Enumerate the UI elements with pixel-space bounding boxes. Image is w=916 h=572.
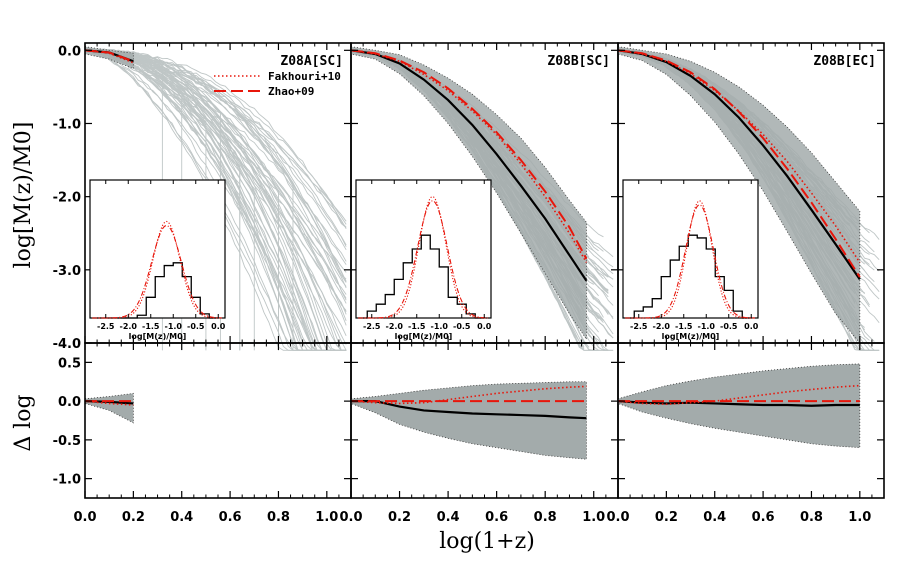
- zhao-line: [618, 49, 861, 278]
- inset-tick-label: -2.0: [653, 322, 671, 331]
- inset-tick-label: -0.5: [453, 322, 471, 331]
- inset-tick-label: -1.5: [408, 322, 426, 331]
- halo-track-line: [85, 49, 347, 230]
- residual-mean-track-line: [351, 400, 587, 420]
- panel-plot-area: [85, 46, 347, 424]
- inset-tick-label: -2.5: [630, 322, 648, 331]
- inset-frame: [89, 179, 226, 319]
- residual-fakhouri-line: [618, 384, 860, 406]
- inset-tick-label: -1.0: [698, 322, 716, 331]
- x-axis-label: log(1+z): [439, 529, 535, 554]
- y-tick-label: -2.0: [53, 191, 81, 206]
- x-tick-label: 0.8: [800, 510, 823, 525]
- panel-2: 0.0 0.2 0.4 0.6 0.8 1.0 Z08B[SC] -2.5 -2.0 -1.5 -1…: [339, 42, 619, 525]
- x-tick-label: 1.0: [315, 510, 338, 525]
- y-res-tick-label: 0.5: [58, 356, 81, 371]
- inset-tick-label: -1.0: [431, 322, 449, 331]
- inset-tick-label: -0.5: [720, 322, 738, 331]
- inset-tick-label: -2.5: [97, 322, 115, 331]
- inset-tick-label: -1.5: [675, 322, 693, 331]
- x-tick-label: 1.0: [582, 510, 605, 525]
- x-tick-label: 0.6: [219, 510, 242, 525]
- scatter-band-top: [351, 46, 587, 341]
- zhao-line: [351, 49, 588, 260]
- legend: Fakhouri+10 Zhao+09: [214, 70, 341, 98]
- panel-frame-bottom: [84, 342, 352, 499]
- x-tick-label: 0.0: [606, 510, 629, 525]
- scatter-band-residual: [85, 392, 134, 424]
- panel-plot-area: [351, 46, 614, 460]
- inset-tick-label: -1.0: [165, 322, 183, 331]
- x-tick-label: 0.0: [73, 510, 96, 525]
- y-tick-label: -1.0: [53, 117, 81, 132]
- inset-xlabel: log[M(z)/M0]: [395, 332, 453, 341]
- x-tick-label: 0.2: [388, 510, 411, 525]
- x-tick-label: 1.0: [848, 510, 871, 525]
- panel-label: Z08B[EC]: [813, 54, 876, 69]
- inset-histogram: [358, 234, 485, 319]
- y-res-tick-label: 0.0: [58, 395, 81, 410]
- inset-tick-label: -2.0: [120, 322, 138, 331]
- panel-label: Z08A[SC]: [280, 54, 343, 69]
- inset-frame: [355, 179, 492, 319]
- inset-tick-label: -2.0: [386, 322, 404, 331]
- inset-zhao-curve: [625, 204, 755, 319]
- residual-fakhouri-line: [351, 385, 587, 405]
- x-tick-label: 0.4: [703, 510, 726, 525]
- halo-track-line: [85, 49, 347, 351]
- x-tick-label: 0.0: [339, 510, 362, 525]
- x-tick-label: 0.4: [170, 510, 193, 525]
- panel-3: 0.0 0.2 0.4 0.6 0.8 1.0 Z08B[EC] -2.5 -2.0 -1.5 -1…: [606, 42, 885, 525]
- inset-tick-label: -0.5: [187, 322, 205, 331]
- zhao-line: [85, 49, 134, 63]
- x-tick-label: 0.8: [534, 510, 557, 525]
- inset-zhao-curve: [358, 200, 488, 319]
- inset-frame: [622, 179, 759, 319]
- x-tick-label: 0.6: [485, 510, 508, 525]
- x-tick-label: 0.4: [437, 510, 460, 525]
- y-res-tick-label: -0.5: [53, 434, 81, 449]
- inset-xlabel: log[M(z)/M0]: [129, 332, 187, 341]
- inset-xlabel: log[M(z)/M0]: [662, 332, 720, 341]
- y-res-tick-label: -1.0: [53, 473, 81, 488]
- inset-tick-label: -1.5: [142, 322, 160, 331]
- legend-fakhouri-label: Fakhouri+10: [268, 70, 341, 83]
- inset-histogram: [625, 234, 752, 319]
- inset-tick-label: 0.0: [211, 322, 226, 331]
- inset-tick-label: 0.0: [744, 322, 759, 331]
- inset-zhao-curve: [92, 224, 222, 319]
- y-tick-label: -4.0: [53, 337, 81, 352]
- scatter-band-top: [618, 46, 861, 345]
- inset-tick-label: -2.5: [363, 322, 381, 331]
- panel-label: Z08B[SC]: [547, 54, 610, 69]
- panel-1: 0.0 0.2 0.4 0.6 0.8 1.0 0.0 -1.0 -2.0 -3.0 -4.0 0.5…: [53, 42, 352, 525]
- y-axis-label-bottom: Δ log: [11, 394, 36, 451]
- x-tick-label: 0.2: [122, 510, 145, 525]
- inset-histogram: [92, 262, 219, 319]
- y-tick-label: -3.0: [53, 264, 81, 279]
- mean-track-line: [351, 49, 588, 282]
- legend-zhao-label: Zhao+09: [268, 85, 314, 98]
- y-axis-label-top: log[M(z)/M0]: [11, 122, 36, 269]
- x-tick-label: 0.6: [752, 510, 775, 525]
- panel-plot-area: [618, 46, 880, 449]
- inset-tick-label: 0.0: [477, 322, 492, 331]
- x-tick-label: 0.2: [655, 510, 678, 525]
- scatter-band-residual: [618, 363, 861, 449]
- x-tick-label: 0.8: [267, 510, 290, 525]
- scatter-band-residual: [351, 381, 587, 460]
- y-tick-label: 0.0: [58, 44, 81, 59]
